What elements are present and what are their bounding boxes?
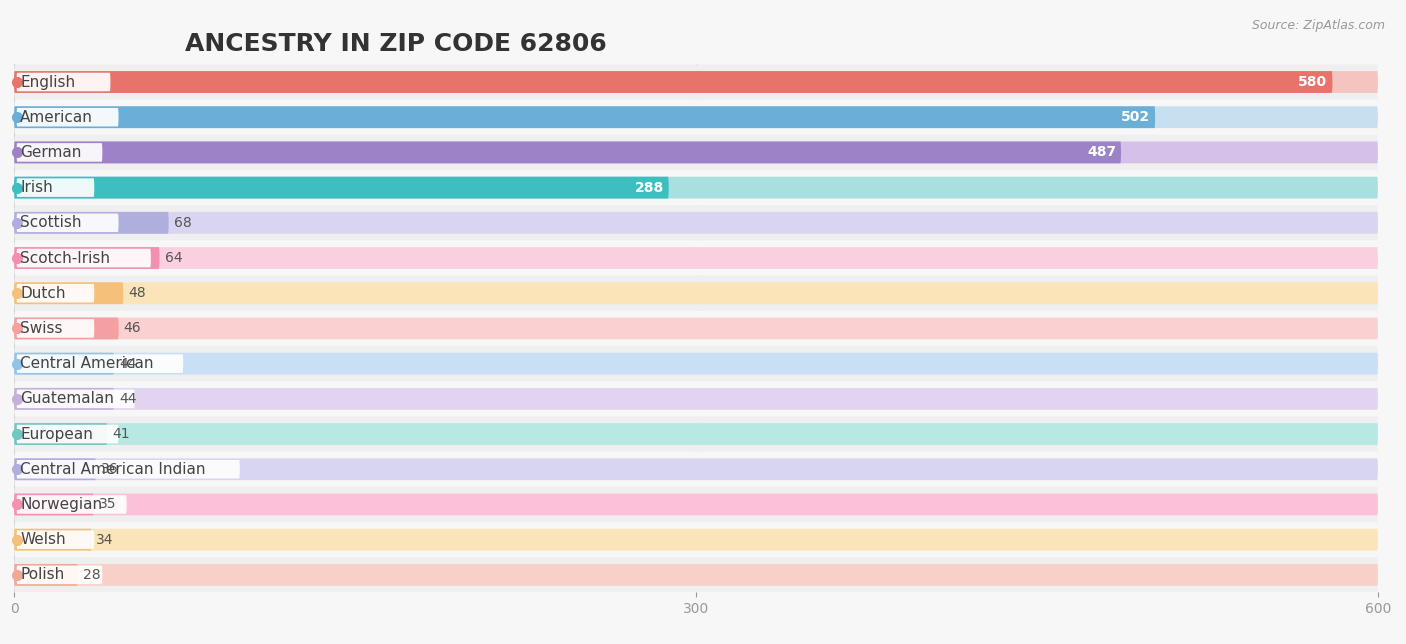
FancyBboxPatch shape bbox=[14, 388, 1378, 410]
FancyBboxPatch shape bbox=[14, 423, 1378, 445]
FancyBboxPatch shape bbox=[17, 425, 118, 443]
FancyBboxPatch shape bbox=[14, 493, 94, 515]
Text: 28: 28 bbox=[83, 568, 100, 582]
FancyBboxPatch shape bbox=[14, 71, 1378, 93]
FancyBboxPatch shape bbox=[14, 529, 91, 551]
Text: 34: 34 bbox=[97, 533, 114, 547]
Text: English: English bbox=[20, 75, 76, 90]
FancyBboxPatch shape bbox=[14, 487, 1378, 522]
Text: German: German bbox=[20, 145, 82, 160]
FancyBboxPatch shape bbox=[17, 460, 240, 478]
FancyBboxPatch shape bbox=[14, 417, 1378, 451]
Text: Central American: Central American bbox=[20, 356, 153, 371]
FancyBboxPatch shape bbox=[14, 564, 1378, 586]
FancyBboxPatch shape bbox=[14, 212, 1378, 234]
FancyBboxPatch shape bbox=[14, 176, 1378, 198]
FancyBboxPatch shape bbox=[14, 282, 1378, 304]
Text: Scottish: Scottish bbox=[20, 215, 82, 231]
FancyBboxPatch shape bbox=[14, 276, 1378, 311]
Text: Scotch-Irish: Scotch-Irish bbox=[20, 251, 110, 265]
Text: Central American Indian: Central American Indian bbox=[20, 462, 205, 477]
FancyBboxPatch shape bbox=[17, 73, 111, 91]
FancyBboxPatch shape bbox=[17, 108, 118, 126]
FancyBboxPatch shape bbox=[17, 284, 94, 303]
Text: 44: 44 bbox=[120, 392, 136, 406]
FancyBboxPatch shape bbox=[14, 247, 1378, 269]
FancyBboxPatch shape bbox=[14, 451, 1378, 487]
Text: 44: 44 bbox=[120, 357, 136, 371]
Text: Guatemalan: Guatemalan bbox=[20, 392, 114, 406]
FancyBboxPatch shape bbox=[14, 317, 118, 339]
Text: 46: 46 bbox=[124, 321, 141, 336]
FancyBboxPatch shape bbox=[17, 249, 150, 267]
FancyBboxPatch shape bbox=[14, 522, 1378, 557]
FancyBboxPatch shape bbox=[17, 354, 183, 373]
FancyBboxPatch shape bbox=[14, 388, 114, 410]
FancyBboxPatch shape bbox=[14, 71, 1333, 93]
FancyBboxPatch shape bbox=[17, 531, 94, 549]
FancyBboxPatch shape bbox=[14, 493, 1378, 515]
FancyBboxPatch shape bbox=[17, 143, 103, 162]
Text: ANCESTRY IN ZIP CODE 62806: ANCESTRY IN ZIP CODE 62806 bbox=[184, 32, 606, 55]
FancyBboxPatch shape bbox=[14, 564, 77, 586]
FancyBboxPatch shape bbox=[14, 106, 1378, 128]
FancyBboxPatch shape bbox=[14, 240, 1378, 276]
FancyBboxPatch shape bbox=[14, 64, 1378, 100]
Text: American: American bbox=[20, 109, 93, 125]
FancyBboxPatch shape bbox=[14, 135, 1378, 170]
Text: 68: 68 bbox=[173, 216, 191, 230]
FancyBboxPatch shape bbox=[14, 529, 1378, 551]
FancyBboxPatch shape bbox=[17, 214, 118, 232]
FancyBboxPatch shape bbox=[17, 319, 94, 337]
Text: 41: 41 bbox=[112, 427, 129, 441]
Text: Welsh: Welsh bbox=[20, 532, 66, 547]
FancyBboxPatch shape bbox=[14, 142, 1121, 164]
FancyBboxPatch shape bbox=[14, 311, 1378, 346]
Text: Norwegian: Norwegian bbox=[20, 497, 103, 512]
FancyBboxPatch shape bbox=[14, 317, 1378, 339]
FancyBboxPatch shape bbox=[17, 495, 127, 514]
Text: Source: ZipAtlas.com: Source: ZipAtlas.com bbox=[1251, 19, 1385, 32]
Text: 64: 64 bbox=[165, 251, 183, 265]
FancyBboxPatch shape bbox=[14, 100, 1378, 135]
FancyBboxPatch shape bbox=[17, 565, 103, 584]
FancyBboxPatch shape bbox=[14, 353, 114, 375]
Text: 487: 487 bbox=[1087, 146, 1116, 160]
Text: 35: 35 bbox=[98, 497, 117, 511]
FancyBboxPatch shape bbox=[14, 142, 1378, 164]
FancyBboxPatch shape bbox=[14, 459, 1378, 480]
Text: European: European bbox=[20, 426, 93, 442]
Text: Dutch: Dutch bbox=[20, 286, 66, 301]
FancyBboxPatch shape bbox=[14, 205, 1378, 240]
FancyBboxPatch shape bbox=[14, 247, 159, 269]
FancyBboxPatch shape bbox=[14, 212, 169, 234]
FancyBboxPatch shape bbox=[14, 106, 1156, 128]
FancyBboxPatch shape bbox=[14, 170, 1378, 205]
Text: 502: 502 bbox=[1121, 110, 1150, 124]
FancyBboxPatch shape bbox=[14, 176, 669, 198]
FancyBboxPatch shape bbox=[17, 390, 135, 408]
FancyBboxPatch shape bbox=[14, 423, 107, 445]
FancyBboxPatch shape bbox=[14, 346, 1378, 381]
FancyBboxPatch shape bbox=[14, 557, 1378, 592]
FancyBboxPatch shape bbox=[14, 353, 1378, 375]
Text: Swiss: Swiss bbox=[20, 321, 63, 336]
FancyBboxPatch shape bbox=[14, 459, 96, 480]
Text: 580: 580 bbox=[1298, 75, 1327, 89]
FancyBboxPatch shape bbox=[14, 381, 1378, 417]
Text: 288: 288 bbox=[634, 180, 664, 194]
FancyBboxPatch shape bbox=[17, 178, 94, 197]
Text: 48: 48 bbox=[128, 286, 146, 300]
Text: Polish: Polish bbox=[20, 567, 65, 582]
FancyBboxPatch shape bbox=[14, 282, 124, 304]
Text: 36: 36 bbox=[101, 462, 118, 477]
Text: Irish: Irish bbox=[20, 180, 53, 195]
